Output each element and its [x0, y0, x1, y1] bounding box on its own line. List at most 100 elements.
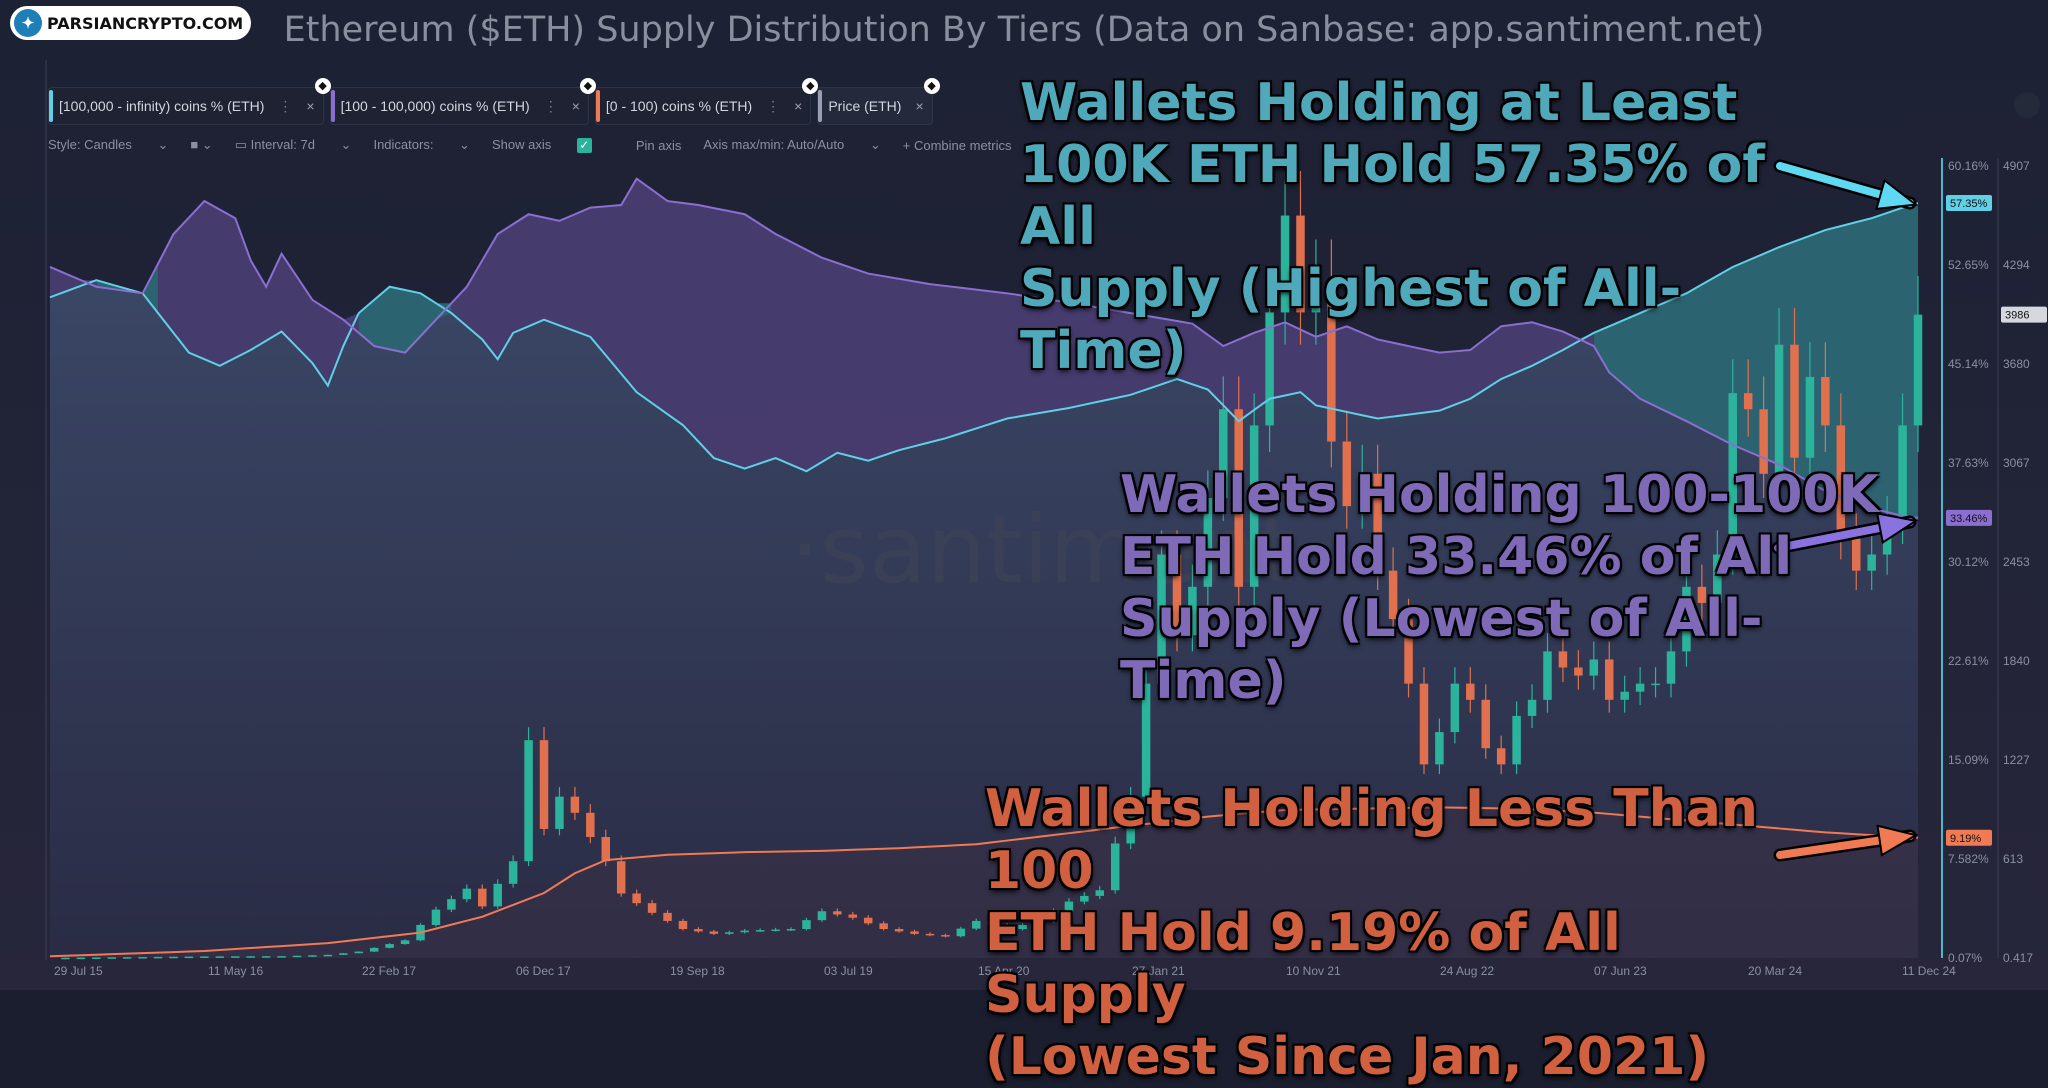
price-candle — [431, 909, 441, 925]
value-label-badge — [2001, 306, 2047, 323]
price-candle — [1342, 441, 1352, 507]
price-candle — [231, 956, 240, 958]
axis-maxmin-label: Axis max/min: Auto/Auto — [703, 137, 845, 152]
price-candle — [1697, 586, 1707, 603]
arrow-icon-head — [1875, 512, 1919, 545]
price-candle — [956, 928, 966, 937]
x-tick-label: 11 May 16 — [208, 964, 263, 978]
price-candle — [1635, 683, 1645, 692]
indicators-select[interactable]: Indicators: ⌄ — [373, 137, 470, 152]
y-tick-label-right: 2453 — [2003, 555, 2030, 569]
price-candle — [1713, 554, 1722, 603]
metric-tab-price[interactable]: Price (ETH) × ◆ — [817, 78, 940, 125]
annotation-line: Wallets Holding 100-100K — [1120, 465, 1879, 525]
show-axis-label: Show axis — [491, 137, 552, 152]
price-candle — [1620, 691, 1629, 700]
price-candle — [1543, 651, 1552, 700]
price-candle — [1373, 473, 1382, 571]
price-candle — [478, 888, 487, 907]
metric-tabs: [100,000 - infinity) coins % (ETH) ⋮ × ◆… — [48, 78, 940, 125]
area-100k-plus-lead — [358, 286, 452, 353]
price-candle — [1774, 344, 1784, 474]
x-tick-label: 11 Dec 24 — [1902, 964, 1956, 978]
arrow-icon-head — [1876, 824, 1919, 857]
price-candle — [524, 740, 533, 862]
y-tick-label-left: 30.12% — [1948, 555, 1989, 569]
interval-select[interactable]: ▭ Interval: 7d ⌄ — [234, 137, 352, 152]
price-candle — [1527, 699, 1537, 716]
y-tick-label-right: 4907 — [2003, 159, 2030, 173]
close-icon[interactable]: × — [306, 98, 315, 114]
x-tick-label: 10 Nov 21 — [1286, 964, 1341, 978]
price-candle — [369, 947, 379, 952]
price-candle — [1311, 280, 1321, 313]
price-candle — [308, 955, 317, 957]
series-line-0-100 — [49, 806, 1919, 958]
close-icon[interactable]: × — [915, 98, 924, 114]
metric-label: Price (ETH) — [828, 98, 902, 114]
axis-maxmin-select[interactable]: Axis max/min: Auto/Auto ⌄ — [703, 137, 881, 152]
price-candle — [107, 957, 116, 959]
metric-tab-100-100k[interactable]: [100 - 100,000) coins % (ETH) ⋮ × ◆ — [329, 78, 596, 125]
pin-axis-toggle[interactable]: Pin axis — [635, 137, 682, 153]
value-label: 3986 — [2005, 310, 2029, 322]
close-icon[interactable]: × — [794, 98, 803, 114]
show-axis-toggle[interactable]: Show axis ✓ — [492, 137, 614, 153]
price-candle — [200, 956, 209, 958]
close-icon[interactable]: × — [571, 98, 580, 114]
metric-color-stripe — [595, 90, 600, 122]
price-candle — [1666, 651, 1676, 684]
annotation-line: 100K ETH Hold 57.35% of All — [1020, 135, 1765, 257]
price-candle — [1157, 554, 1166, 684]
price-candle — [1558, 651, 1568, 668]
price-candle — [586, 812, 595, 838]
y-tick-label-left: 7.582% — [1948, 852, 1989, 866]
x-tick-label: 03 Jul 19 — [824, 964, 873, 978]
checkbox-icon[interactable]: ✓ — [576, 138, 592, 153]
x-tick-label: 15 Apr 20 — [978, 964, 1030, 978]
eth-icon: ◆ — [579, 78, 596, 94]
settings-dot-icon[interactable] — [2014, 92, 2040, 118]
price-candle — [1172, 554, 1182, 636]
metric-label: [0 - 100) coins % (ETH) — [605, 98, 753, 114]
price-candle — [1188, 586, 1197, 636]
metric-menu-icon[interactable]: ⋮ — [278, 97, 293, 114]
y-tick-label-right: 1840 — [2003, 654, 2030, 668]
price-candle — [1604, 659, 1614, 700]
annotation-100-100k: Wallets Holding 100-100K ETH Hold 33.46%… — [1120, 464, 1900, 712]
annotation-line: ETH Hold 33.46% of All — [1120, 527, 1793, 587]
price-candle — [1481, 699, 1490, 749]
price-candle — [694, 929, 703, 932]
area-100-100k-lead — [158, 201, 359, 386]
y-tick-label-left: 22.61% — [1948, 654, 1989, 668]
area-100-100k-lead — [50, 266, 97, 298]
price-candle — [138, 957, 147, 959]
value-label-badge — [1946, 509, 1992, 526]
metric-menu-icon[interactable]: ⋮ — [543, 97, 558, 114]
y-tick-label-right: 3680 — [2003, 357, 2030, 371]
price-candle — [1234, 409, 1243, 587]
combine-metrics-button[interactable]: + Combine metrics — [902, 137, 1012, 153]
color-select[interactable]: ■ ⌄ — [190, 137, 213, 152]
series-line-100-100k — [49, 177, 1919, 519]
x-tick-label: 27 Jan 21 — [1132, 964, 1185, 978]
price-candle — [323, 954, 333, 957]
x-tick-label: 24 Aug 22 — [1440, 964, 1494, 978]
chart-canvas: ·santiment 60.16%52.65%45.14%37.63%30.12… — [0, 0, 2048, 990]
metric-menu-icon[interactable]: ⋮ — [766, 97, 781, 114]
metric-tab-0-100[interactable]: [0 - 100) coins % (ETH) ⋮ × ◆ — [594, 78, 819, 125]
metric-color-stripe — [330, 90, 335, 122]
metric-tab-100k-plus[interactable]: [100,000 - infinity) coins % (ETH) ⋮ × ◆ — [48, 78, 331, 125]
chart-title: Ethereum ($ETH) Supply Distribution By T… — [283, 10, 1765, 50]
price-candle — [786, 929, 796, 931]
eth-icon: ◆ — [802, 78, 819, 94]
y-tick-label-right: 4294 — [2003, 258, 2030, 272]
style-select[interactable]: Style: Candles ⌄ — [48, 137, 169, 152]
price-candle — [725, 932, 734, 934]
price-candle — [1296, 215, 1305, 313]
price-candle — [1141, 683, 1151, 797]
price-candle — [1651, 683, 1660, 686]
price-candle — [1064, 901, 1074, 912]
price-candle — [354, 951, 364, 954]
brand-logo[interactable]: ✦ PARSIANCRYPTO.COM — [10, 6, 252, 40]
